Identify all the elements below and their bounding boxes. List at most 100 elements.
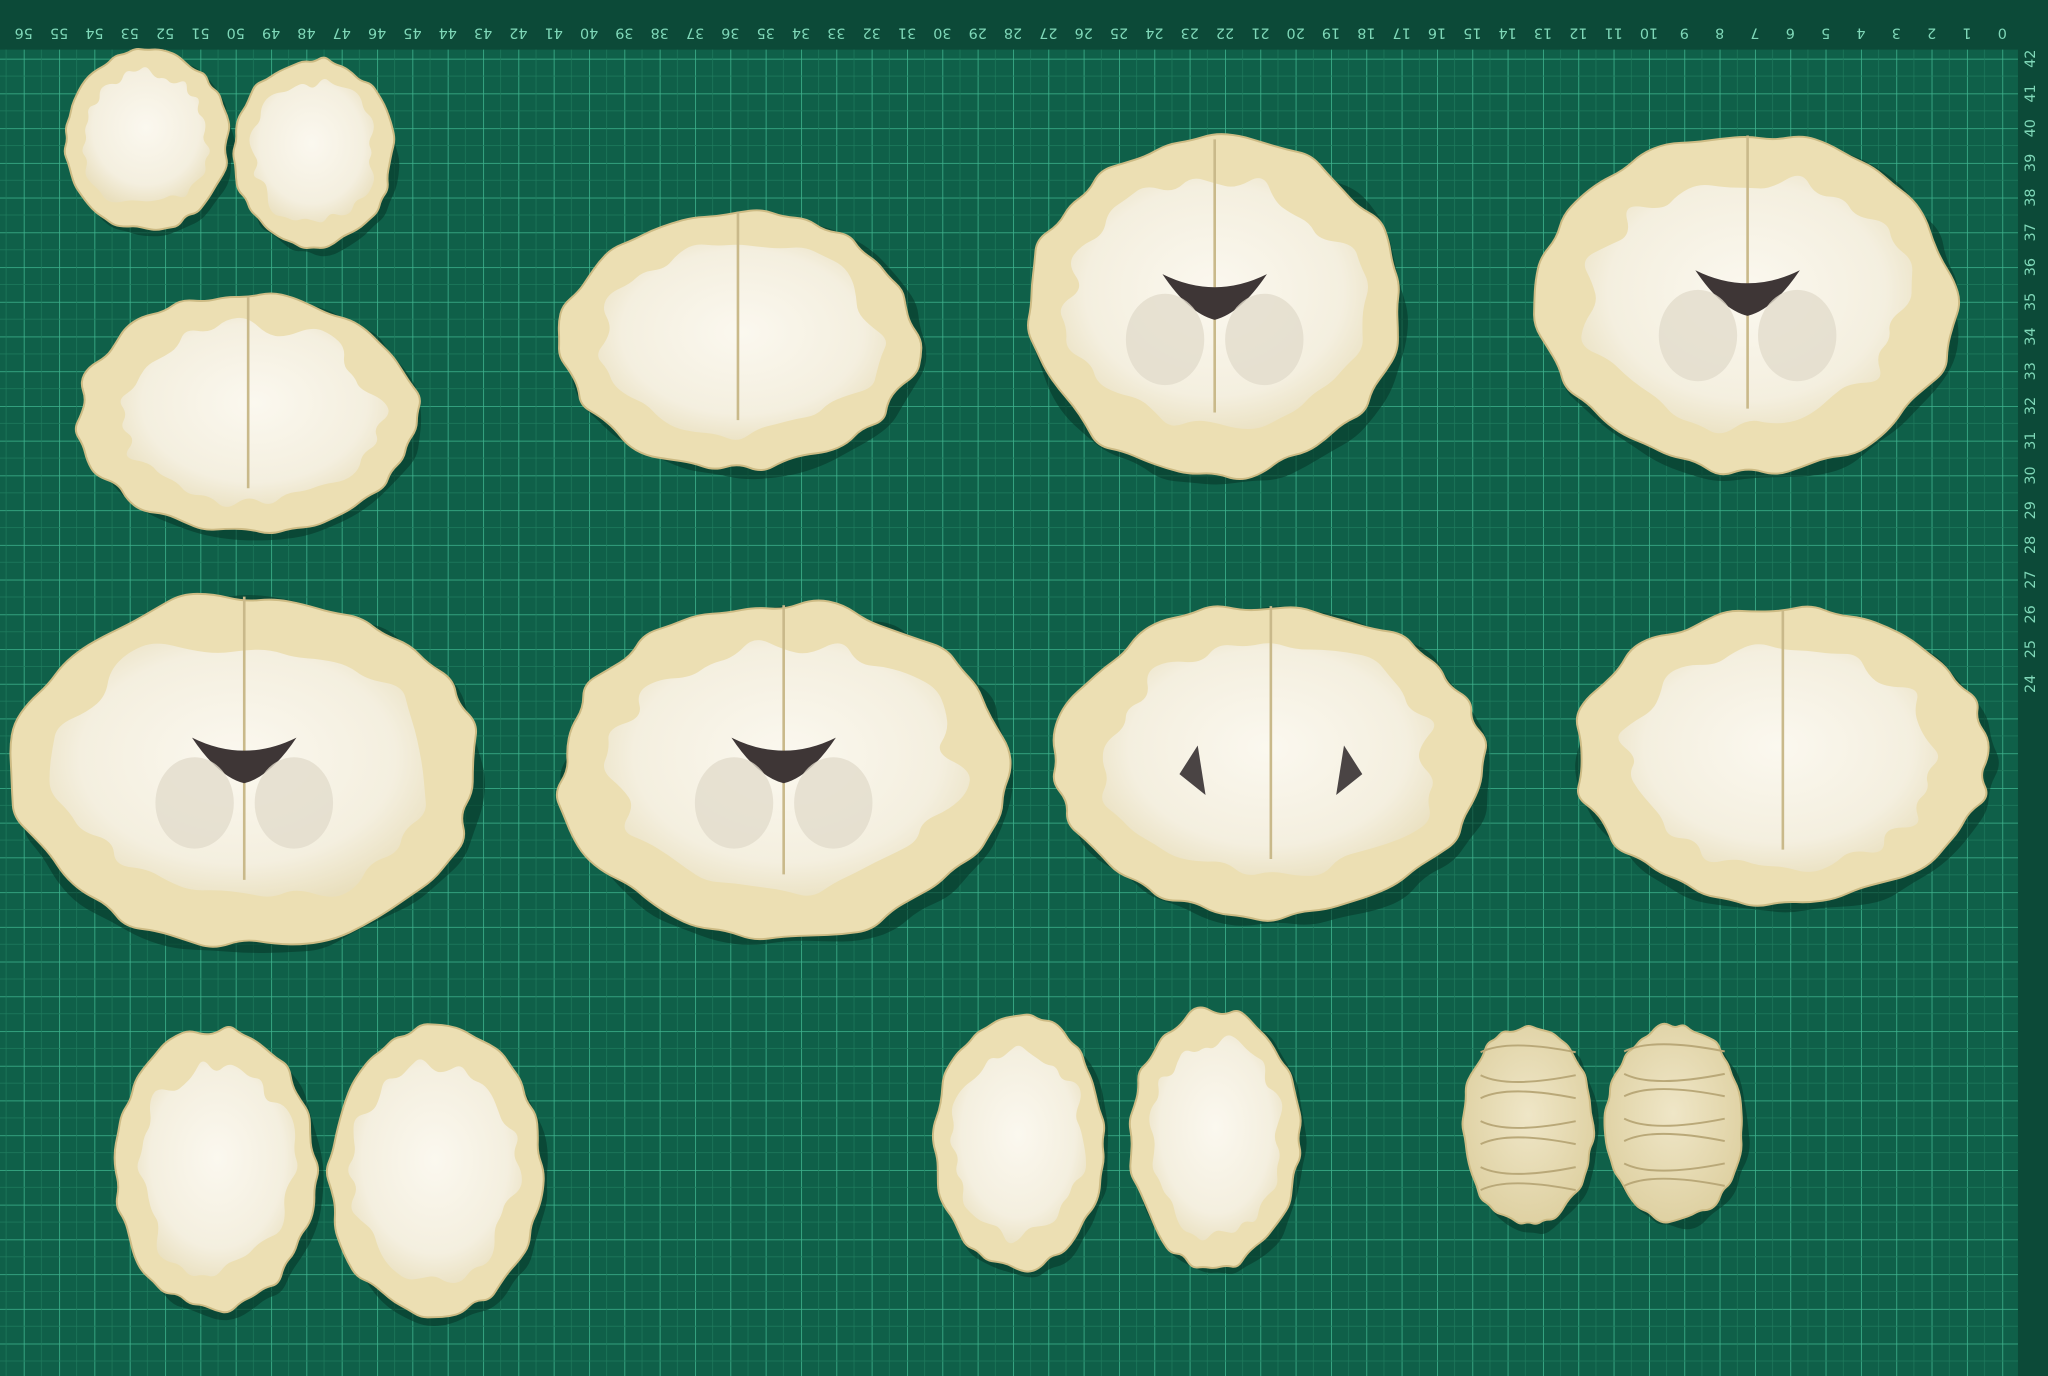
ruler-number: 36 — [721, 25, 739, 41]
brain-slice — [1461, 1024, 1599, 1234]
brain-slice — [1052, 605, 1490, 926]
ruler-number: 30 — [2023, 466, 2039, 484]
gyrus-line — [1480, 1090, 1576, 1100]
ruler-number: 53 — [121, 25, 139, 41]
ruler-number: 41 — [545, 25, 563, 41]
ruler-number: 35 — [757, 25, 775, 41]
deep-nuclei — [694, 757, 774, 849]
brain-slice — [931, 1013, 1109, 1278]
ruler-number: 7 — [1750, 25, 1759, 41]
white-matter — [1102, 643, 1435, 876]
deep-nuclei — [1658, 289, 1738, 382]
brain-slice — [1603, 1022, 1750, 1230]
ruler-number: 31 — [2023, 432, 2039, 450]
white-matter — [1149, 1035, 1283, 1241]
gyrus-line — [1623, 1117, 1725, 1127]
ruler-number: 25 — [2023, 640, 2039, 658]
ruler-number: 44 — [439, 25, 457, 41]
ruler-number: 5 — [1821, 25, 1830, 41]
deep-nuclei — [1758, 289, 1837, 382]
gray-matter — [1461, 1024, 1596, 1225]
ruler-number: 39 — [615, 25, 633, 41]
white-matter — [137, 1061, 298, 1277]
ruler-number: 28 — [2023, 536, 2039, 554]
deep-nuclei — [155, 757, 234, 849]
ruler-number: 31 — [898, 25, 916, 41]
deep-nuclei — [1225, 293, 1304, 386]
ruler-number: 43 — [474, 25, 492, 41]
ruler-number: 49 — [262, 25, 280, 41]
brain-slice — [557, 209, 927, 480]
brain-slice — [1533, 135, 1961, 482]
ruler-number: 4 — [1856, 25, 1865, 41]
ruler-number: 45 — [403, 25, 421, 41]
ruler-number: 55 — [50, 25, 68, 41]
ruler-number: 30 — [933, 25, 951, 41]
ruler-number: 13 — [1534, 25, 1552, 41]
ruler-number: 27 — [2023, 571, 2039, 589]
gyrus-line — [1480, 1074, 1576, 1083]
ruler-number: 14 — [1499, 25, 1517, 41]
ruler-number: 3 — [1892, 25, 1901, 41]
gyrus-line — [1480, 1044, 1576, 1054]
white-matter — [950, 1045, 1086, 1244]
white-matter — [1618, 644, 1939, 872]
ruler-number: 25 — [1110, 25, 1128, 41]
ruler-number: 40 — [580, 25, 598, 41]
brain-slice — [1575, 605, 1999, 913]
ruler-number: 0 — [1998, 25, 2007, 41]
ruler-number: 41 — [2023, 84, 2039, 102]
gyrus-line — [1623, 1177, 1725, 1187]
ventricle — [1336, 745, 1363, 796]
ruler-number: 51 — [191, 25, 209, 41]
ruler-number: 6 — [1786, 25, 1795, 41]
ruler-number: 23 — [1181, 25, 1199, 41]
ruler-number: 22 — [1216, 25, 1234, 41]
ruler-number: 33 — [827, 25, 845, 41]
ruler-number: 15 — [1463, 25, 1481, 41]
brain-slice — [63, 48, 236, 237]
ruler-number: 48 — [297, 25, 315, 41]
ventricle — [1695, 270, 1800, 316]
ruler-number: 38 — [2023, 189, 2039, 207]
ruler-number: 26 — [1075, 25, 1093, 41]
gyrus-line — [1480, 1120, 1576, 1129]
ruler-number: 12 — [1569, 25, 1587, 41]
ruler-number: 40 — [2023, 119, 2039, 137]
ruler-number: 18 — [1357, 25, 1375, 41]
ruler-number: 37 — [686, 25, 704, 41]
ruler-number: 39 — [2023, 154, 2039, 172]
ruler-number: 20 — [1287, 25, 1305, 41]
ruler-number: 56 — [15, 25, 33, 41]
ventricle — [1179, 745, 1206, 796]
ruler-number: 37 — [2023, 223, 2039, 241]
gyrus-line — [1480, 1182, 1576, 1192]
white-matter — [82, 67, 210, 203]
white-matter — [120, 317, 389, 507]
brain-slice — [232, 56, 400, 257]
ruler-number: 1 — [1962, 25, 1971, 41]
ruler-number: 19 — [1322, 25, 1340, 41]
ruler-number: 52 — [156, 25, 174, 41]
ruler-number: 9 — [1680, 25, 1689, 41]
ruler-number: 11 — [1605, 25, 1623, 41]
brain-slice — [1128, 1006, 1307, 1274]
ruler-number: 54 — [85, 25, 103, 41]
gyrus-line — [1623, 1072, 1725, 1082]
ruler-number: 34 — [792, 25, 810, 41]
ruler-number: 26 — [2023, 605, 2039, 623]
ruler-number: 29 — [969, 25, 987, 41]
ruler-number: 28 — [1004, 25, 1022, 41]
ruler-number: 8 — [1715, 25, 1724, 41]
ruler-number: 10 — [1640, 25, 1658, 41]
ruler-number: 42 — [509, 25, 527, 41]
ruler-number: 32 — [863, 25, 881, 41]
ruler-number: 24 — [1145, 25, 1163, 41]
ruler-number: 2 — [1927, 25, 1936, 41]
ruler-number: 21 — [1251, 25, 1269, 41]
brain-slice — [113, 1026, 324, 1321]
ruler-number: 42 — [2023, 50, 2039, 68]
gray-matter — [1603, 1022, 1743, 1224]
